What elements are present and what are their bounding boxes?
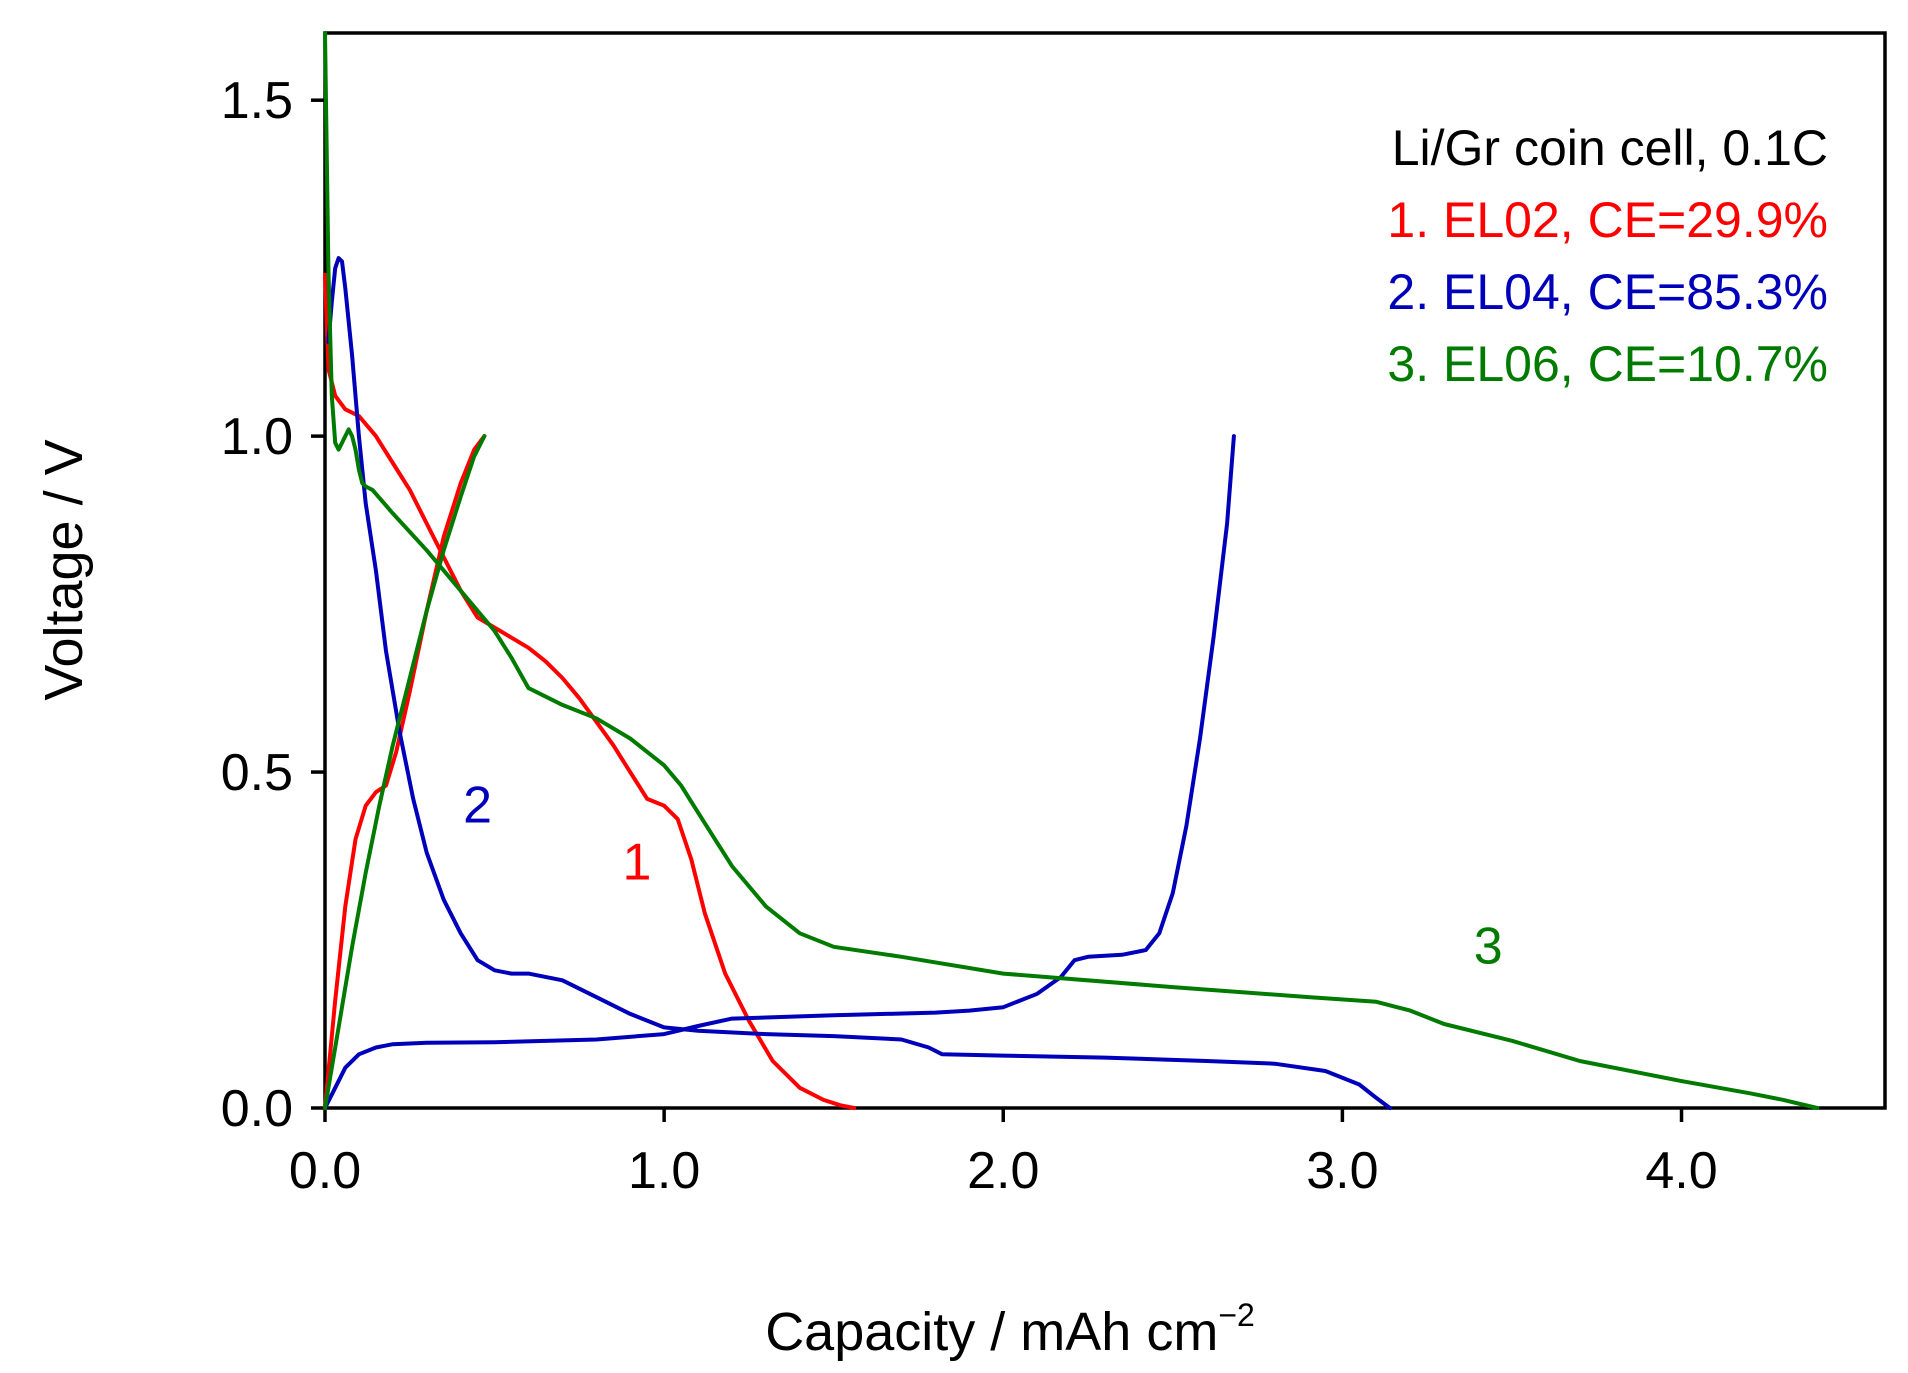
- y-axis-title: Voltage / V: [34, 439, 94, 700]
- curve-label-1: 1: [623, 834, 652, 892]
- plot-frame: [323, 31, 1887, 1110]
- legend: Li/Gr coin cell, 0.1C 1. EL02, CE=29.9% …: [1387, 120, 1828, 392]
- legend-header: Li/Gr coin cell, 0.1C: [1392, 120, 1828, 176]
- series-layer: 1 2 3: [323, 31, 1820, 1110]
- x-tick-label: 1.0: [628, 1142, 700, 1200]
- legend-entry-1: 1. EL02, CE=29.9%: [1387, 192, 1828, 248]
- x-axis-ticks: 0.0 1.0 2.0 3.0 4.0: [289, 1108, 1718, 1200]
- series-2-discharge-line: [326, 256, 1392, 1110]
- series-2-charge-line: [323, 434, 1236, 1110]
- series-3-discharge-line: [323, 31, 1820, 1110]
- y-tick-label: 1.0: [221, 408, 293, 466]
- x-axis-title-superscript: −2: [1218, 1297, 1254, 1333]
- x-axis-title: Capacity / mAh cm−2: [765, 1297, 1255, 1362]
- legend-entry-2: 2. EL04, CE=85.3%: [1387, 264, 1828, 320]
- curve-label-2: 2: [463, 776, 492, 834]
- x-tick-label: 3.0: [1306, 1142, 1378, 1200]
- y-tick-label: 0.5: [221, 744, 293, 802]
- y-tick-label: 0.0: [221, 1080, 293, 1138]
- x-tick-label: 2.0: [967, 1142, 1039, 1200]
- series-3-charge-line: [323, 434, 487, 1110]
- curve-label-3: 3: [1474, 918, 1503, 976]
- x-tick-label: 0.0: [289, 1142, 361, 1200]
- y-tick-label: 1.5: [221, 72, 293, 130]
- series-1-charge-line: [323, 434, 487, 1110]
- series-1-discharge-line: [323, 272, 856, 1110]
- series-1: 1: [323, 272, 856, 1110]
- x-tick-label: 4.0: [1645, 1142, 1717, 1200]
- x-axis-title-text: Capacity / mAh cm: [765, 1302, 1218, 1362]
- legend-entry-3: 3. EL06, CE=10.7%: [1387, 336, 1828, 392]
- series-2: 2: [323, 256, 1392, 1110]
- y-axis-ticks: 0.0 0.5 1.0 1.5: [221, 72, 325, 1138]
- series-3: 3: [323, 31, 1820, 1110]
